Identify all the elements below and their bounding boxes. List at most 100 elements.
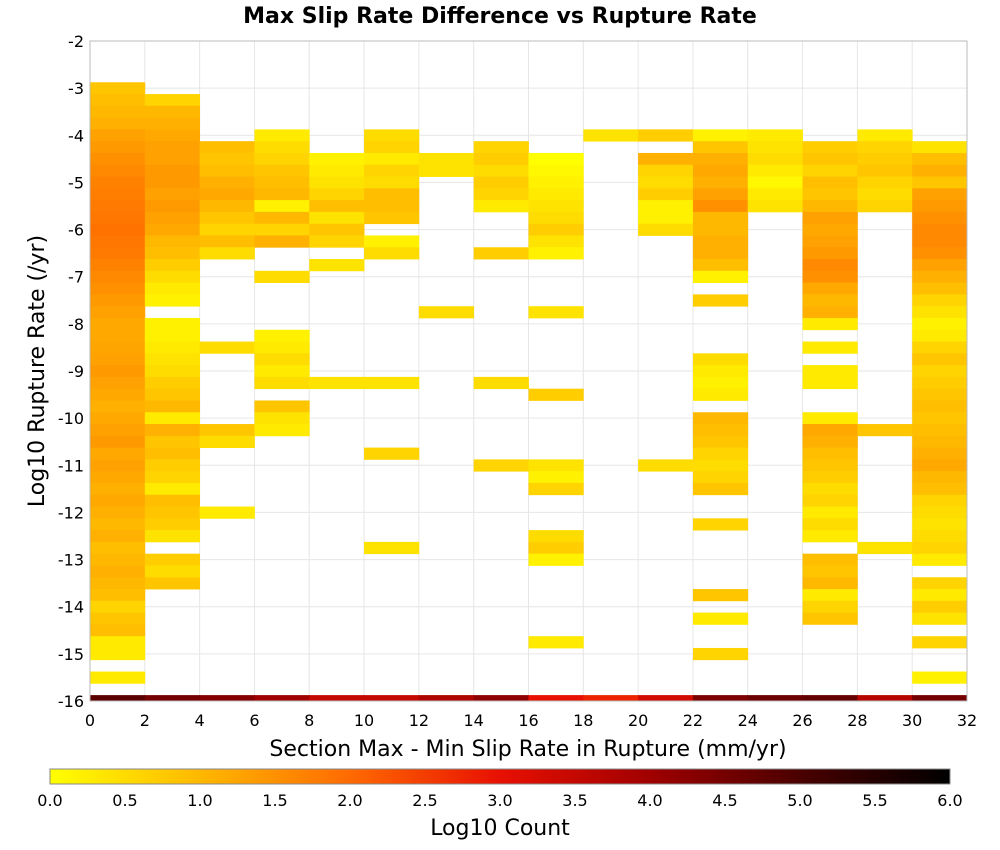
colorbar-tick-label: 4.5	[712, 791, 737, 810]
y-tick-label: -7	[68, 268, 84, 287]
heatmap-cell	[692, 424, 749, 437]
heatmap-cell	[692, 435, 749, 449]
heatmap-cell	[857, 152, 913, 166]
heatmap-cell	[144, 164, 201, 177]
heatmap-cell	[802, 553, 858, 566]
colorbar-tick-label: 3.5	[562, 791, 587, 810]
heatmap-cell	[90, 424, 146, 437]
heatmap-cell	[692, 176, 749, 189]
heatmap-cell	[90, 494, 146, 507]
heatmap-cell	[309, 211, 365, 225]
heatmap-cell	[199, 223, 255, 236]
heatmap-cell	[144, 152, 201, 166]
heatmap-cell	[528, 482, 584, 496]
heatmap-cell	[90, 695, 146, 702]
heatmap-cell	[144, 365, 201, 378]
heatmap-cell	[418, 152, 475, 166]
heatmap-cell	[144, 353, 201, 366]
heatmap-cell	[418, 695, 475, 702]
y-tick-label: -11	[58, 456, 84, 475]
heatmap-cell	[638, 152, 694, 166]
heatmap-cell	[144, 200, 201, 213]
heatmap-cell	[144, 482, 201, 496]
heatmap-cell	[912, 353, 968, 366]
heatmap-cell	[692, 141, 749, 154]
heatmap-cell	[912, 388, 968, 401]
heatmap-cell	[802, 282, 858, 295]
heatmap-cell	[912, 223, 968, 236]
heatmap-cell	[583, 695, 639, 702]
x-tick-label: 24	[738, 711, 758, 730]
heatmap-cell	[144, 565, 201, 578]
x-tick-label: 10	[354, 711, 374, 730]
heatmap-cell	[90, 530, 146, 543]
heatmap-cell	[692, 164, 749, 177]
heatmap-cell	[309, 164, 365, 177]
heatmap-cell	[747, 695, 803, 702]
heatmap-cell	[309, 176, 365, 189]
heatmap-cell	[692, 259, 749, 272]
heatmap-cell	[254, 424, 310, 437]
heatmap-cell	[364, 695, 420, 702]
heatmap-cell	[90, 259, 146, 272]
chart-title: Max Slip Rate Difference vs Rupture Rate	[243, 4, 757, 29]
heatmap-cell	[473, 200, 529, 213]
x-tick-label: 28	[847, 711, 867, 730]
heatmap-cell	[692, 482, 749, 496]
heatmap-cell	[692, 612, 749, 625]
heatmap-cell	[528, 188, 584, 201]
heatmap-cell	[254, 400, 310, 413]
heatmap-cell	[144, 695, 201, 702]
x-tick-label: 22	[683, 711, 703, 730]
heatmap-cell	[692, 447, 749, 460]
heatmap-cell	[912, 424, 968, 437]
heatmap-cell	[802, 600, 858, 614]
heatmap-cell	[144, 530, 201, 543]
heatmap-cell	[528, 459, 584, 472]
heatmap-cell	[309, 376, 365, 390]
heatmap-cell	[90, 282, 146, 295]
heatmap-cell	[144, 317, 201, 331]
heatmap-cell	[364, 211, 420, 225]
heatmap-cell	[90, 129, 146, 142]
heatmap-cell	[254, 365, 310, 378]
plot-frame	[89, 40, 968, 702]
heatmap-cell	[90, 141, 146, 154]
heatmap-cell	[528, 211, 584, 225]
heatmap-cell	[692, 412, 749, 425]
heatmap-cell	[912, 541, 968, 555]
y-tick-label: -12	[58, 503, 84, 522]
heatmap-cell	[90, 188, 146, 201]
heatmap-cell	[692, 459, 749, 472]
y-axis-label: Log10 Rupture Rate (/yr)	[25, 235, 50, 507]
heatmap-cell	[309, 259, 365, 272]
heatmap-cell	[912, 200, 968, 213]
heatmap-cell	[912, 188, 968, 201]
heatmap-cell	[802, 530, 858, 543]
heatmap-cell	[254, 176, 310, 189]
heatmap-cell	[912, 412, 968, 425]
heatmap-cell	[912, 235, 968, 248]
heatmap-cell	[90, 447, 146, 460]
x-tick-label: 6	[249, 711, 259, 730]
heatmap-cell	[528, 152, 584, 166]
heatmap-cell	[528, 530, 584, 543]
heatmap-cell	[199, 341, 255, 354]
heatmap-cell	[144, 471, 201, 484]
heatmap-cell	[912, 612, 968, 625]
colorbar-label: Log10 Count	[430, 816, 570, 841]
heatmap-cell	[912, 376, 968, 390]
heatmap-cell	[912, 211, 968, 225]
y-tick-label: -4	[68, 126, 84, 145]
heatmap-cell	[802, 306, 858, 319]
heatmap-cell	[90, 400, 146, 413]
heatmap-cell	[473, 247, 529, 260]
heatmap-cell	[144, 141, 201, 154]
heatmap-cell	[802, 141, 858, 154]
heatmap-cell	[528, 306, 584, 319]
heatmap-cell	[747, 176, 803, 189]
heatmap-cell	[90, 200, 146, 213]
heatmap-cell	[528, 223, 584, 236]
heatmap-cell	[473, 376, 529, 390]
x-tick-label: 14	[464, 711, 484, 730]
